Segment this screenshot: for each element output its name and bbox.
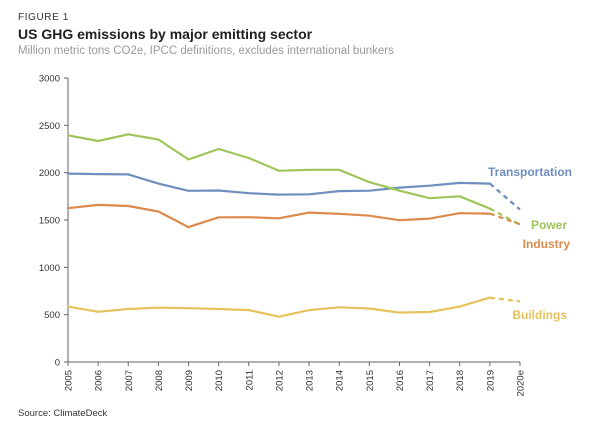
series-layer — [66, 133, 521, 318]
series-line-power — [66, 133, 491, 210]
chart-title: US GHG emissions by major emitting secto… — [18, 26, 313, 42]
series-line-buildings — [66, 296, 491, 318]
series-labels: Transportation Power Industry Buildings — [488, 165, 572, 322]
series-line-transportation — [66, 172, 491, 196]
x-tick-label: 2015 — [365, 370, 376, 391]
y-tick-label: 0 — [55, 358, 60, 369]
x-tick-label: 2016 — [395, 370, 406, 391]
x-tick-label: 2008 — [154, 370, 165, 391]
series-estimate-power — [489, 207, 521, 226]
x-tick-label: 2012 — [274, 370, 285, 391]
y-tick-label: 2500 — [39, 121, 60, 132]
x-tick-label: 2019 — [485, 370, 496, 391]
series-label-power: Power — [531, 218, 567, 232]
x-tick-label: 2018 — [455, 370, 466, 391]
series-estimate-buildings — [489, 296, 521, 303]
series-label-buildings: Buildings — [512, 308, 567, 322]
x-axis: 2005 2006 2007 2008 2009 2010 2011 2012 2013 2014… — [64, 362, 527, 396]
y-tick-label: 1500 — [39, 216, 60, 227]
y-tick-label: 1000 — [39, 263, 60, 274]
x-tick-label: 2013 — [305, 370, 316, 391]
series-estimate-transportation — [489, 182, 521, 211]
y-tick-label: 3000 — [39, 74, 60, 85]
x-tick-label: 2011 — [244, 370, 255, 390]
source-note: Source: ClimateDeck — [18, 408, 108, 419]
x-tick-label: 2010 — [214, 370, 225, 391]
x-tick-label: 2017 — [425, 370, 436, 391]
series-line-industry — [66, 203, 491, 229]
x-tick-label: 2007 — [124, 370, 135, 391]
series-estimate-industry — [489, 212, 521, 226]
series-label-transportation: Transportation — [488, 165, 572, 179]
y-tick-label: 500 — [44, 310, 60, 321]
x-tick-label: 2006 — [94, 370, 105, 391]
x-tick-label: 2020e — [516, 370, 527, 396]
series-label-industry: Industry — [523, 237, 571, 251]
x-tick-label: 2009 — [184, 370, 195, 391]
figure-label: FIGURE 1 — [18, 12, 69, 23]
chart-subtitle: Million metric tons CO2e, IPCC definitio… — [18, 45, 394, 57]
x-tick-label: 2005 — [64, 370, 75, 391]
y-axis: 0 500 1000 1500 2000 2500 3000 — [39, 74, 68, 369]
x-tick-label: 2014 — [335, 370, 346, 391]
y-tick-label: 2000 — [39, 168, 60, 179]
